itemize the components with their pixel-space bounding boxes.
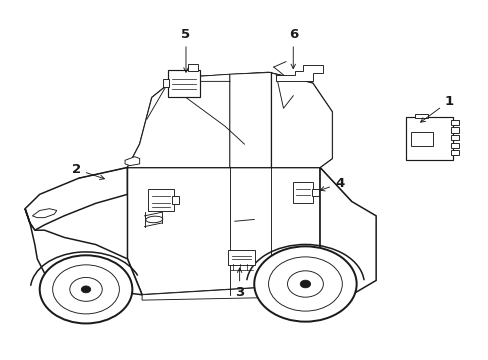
Polygon shape [25,167,127,230]
Text: 3: 3 [235,268,244,300]
FancyBboxPatch shape [450,120,458,125]
FancyBboxPatch shape [450,150,458,156]
Polygon shape [229,72,271,167]
Circle shape [300,280,310,288]
Text: 1: 1 [420,95,453,122]
Circle shape [70,278,102,301]
FancyBboxPatch shape [187,64,197,71]
FancyBboxPatch shape [311,189,318,196]
FancyBboxPatch shape [406,117,452,161]
Polygon shape [320,167,375,295]
FancyBboxPatch shape [414,114,427,118]
FancyBboxPatch shape [450,135,458,140]
Polygon shape [32,209,57,218]
FancyBboxPatch shape [162,79,169,87]
FancyBboxPatch shape [410,132,432,145]
Polygon shape [125,157,140,166]
Circle shape [254,246,356,321]
Circle shape [81,286,90,293]
Circle shape [53,265,119,314]
Ellipse shape [145,216,163,223]
Circle shape [287,271,323,297]
Text: 2: 2 [72,163,104,179]
FancyBboxPatch shape [292,182,313,203]
FancyBboxPatch shape [450,127,458,133]
Circle shape [268,257,342,311]
Polygon shape [127,167,320,295]
Text: 6: 6 [288,28,297,69]
Text: 5: 5 [181,28,190,72]
Polygon shape [142,284,320,300]
Text: 4: 4 [320,177,344,191]
Polygon shape [25,209,142,295]
FancyBboxPatch shape [167,69,200,97]
FancyBboxPatch shape [227,249,255,265]
Polygon shape [276,65,322,81]
Polygon shape [268,72,331,167]
Circle shape [40,255,132,323]
FancyBboxPatch shape [172,196,179,204]
FancyBboxPatch shape [450,143,458,148]
FancyBboxPatch shape [148,189,173,211]
Polygon shape [127,74,229,167]
Polygon shape [127,72,331,167]
